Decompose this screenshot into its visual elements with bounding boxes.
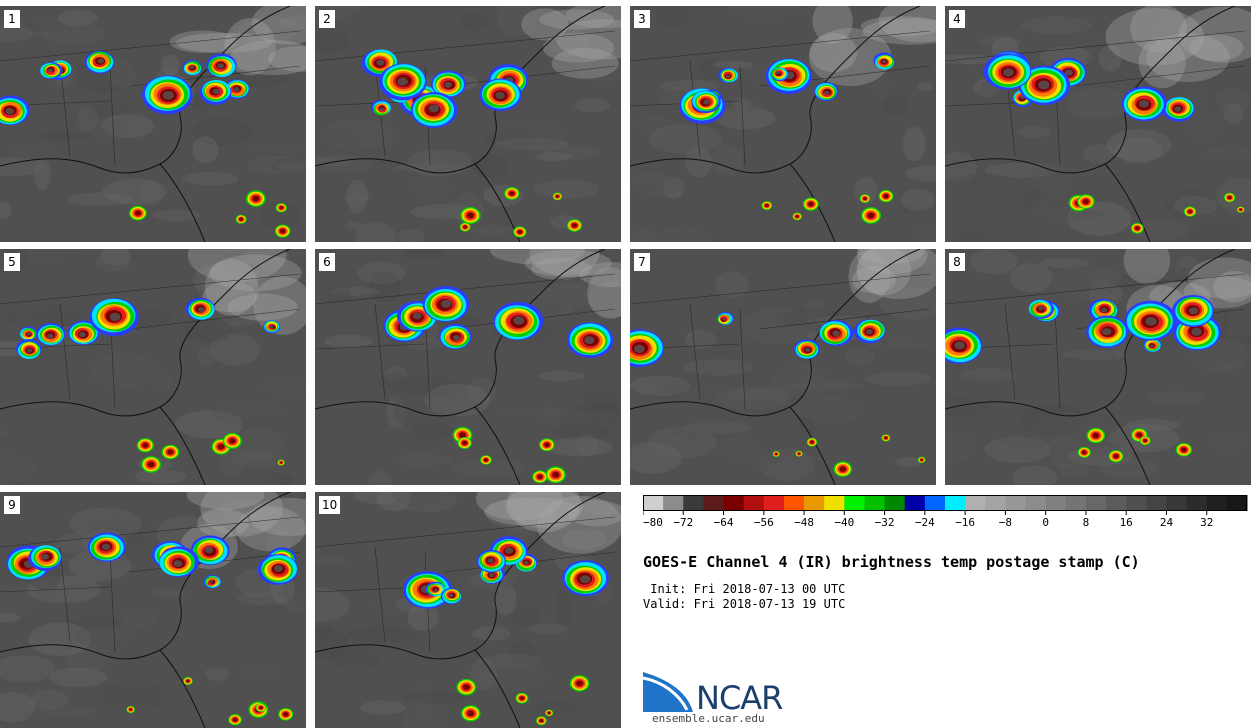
colorbar-swatch (743, 495, 765, 511)
colorbar-tick-label: 8 (1083, 516, 1090, 529)
colorbar-swatch (723, 495, 745, 511)
colorbar-swatch (1166, 495, 1188, 511)
colorbar-swatch (945, 495, 966, 511)
ensemble-panel-6: 6 (315, 249, 621, 485)
satellite-image (945, 249, 1251, 485)
colorbar-swatch (884, 495, 906, 511)
colorbar: −80 −72 −64 −56 −48 −40 −32 −24 −16 −8 0 8 16 24 32 (643, 495, 1248, 529)
colorbar-swatch (904, 495, 926, 511)
colorbar-swatch (1226, 495, 1248, 511)
colorbar-swatch (1126, 495, 1147, 511)
init-time: Init: Fri 2018-07-13 00 UTC (643, 582, 846, 596)
panel-number: 4 (949, 10, 965, 28)
colorbar-swatch (643, 495, 664, 511)
panel-number: 6 (319, 253, 335, 271)
colorbar-tick-label: 24 (1160, 516, 1174, 529)
satellite-image (315, 492, 621, 728)
colorbar-swatch (965, 495, 986, 511)
site-url[interactable]: ensemble.ucar.edu (652, 712, 765, 725)
satellite-image (630, 249, 936, 485)
colorbar-tick-label: −8 (999, 516, 1012, 529)
colorbar-swatch (924, 495, 946, 511)
panel-number: 9 (4, 496, 20, 514)
colorbar-tick-label: −16 (955, 516, 975, 529)
panel-number: 3 (634, 10, 650, 28)
colorbar-swatch (763, 495, 785, 511)
colorbar-swatch (1106, 495, 1127, 511)
colorbar-swatch (1146, 495, 1167, 511)
ensemble-panel-8: 8 (945, 249, 1251, 485)
panel-number: 7 (634, 253, 650, 271)
ncar-logo-icon (643, 672, 693, 712)
colorbar-tick-label: 32 (1200, 516, 1213, 529)
colorbar-swatch (1005, 495, 1027, 511)
satellite-image (0, 249, 306, 485)
satellite-image (0, 492, 306, 728)
colorbar-swatch (985, 495, 1006, 511)
colorbar-swatch (703, 495, 725, 511)
ensemble-panel-5: 5 (0, 249, 306, 485)
satellite-image (945, 6, 1251, 242)
colorbar-tick-label: −32 (875, 516, 895, 529)
colorbar-tick-label: −48 (794, 516, 814, 529)
colorbar-tick-label: −56 (754, 516, 774, 529)
colorbar-swatch (1065, 495, 1087, 511)
colorbar-tick-label: 16 (1120, 516, 1133, 529)
ensemble-panel-10: 10 (315, 492, 621, 728)
colorbar-swatch (683, 495, 704, 511)
satellite-image (630, 6, 936, 242)
ensemble-panel-4: 4 (945, 6, 1251, 242)
colorbar-tick-label: −24 (915, 516, 935, 529)
colorbar-swatch (783, 495, 805, 511)
colorbar-tick-label: −40 (834, 516, 854, 529)
satellite-image (315, 6, 621, 242)
colorbar-tick-label: −80 (643, 516, 663, 529)
panel-number: 8 (949, 253, 965, 271)
colorbar-tick-label: 0 (1042, 516, 1049, 529)
figure-title: GOES-E Channel 4 (IR) brightness temp po… (643, 553, 1140, 571)
valid-time: Valid: Fri 2018-07-13 19 UTC (643, 597, 846, 611)
panel-number: 1 (4, 10, 20, 28)
ensemble-panel-3: 3 (630, 6, 936, 242)
ncar-logo-text: NCAR (696, 679, 783, 717)
colorbar-tick-label: −72 (673, 516, 693, 529)
ensemble-panel-7: 7 (630, 249, 936, 485)
ensemble-panel-1: 1 (0, 6, 306, 242)
panel-number: 5 (4, 253, 20, 271)
colorbar-swatch (1025, 495, 1047, 511)
satellite-image (315, 249, 621, 485)
ensemble-panel-9: 9 (0, 492, 306, 728)
colorbar-swatch (1186, 495, 1208, 511)
colorbar-swatch (1045, 495, 1067, 511)
panel-number: 10 (319, 496, 341, 514)
colorbar-swatch (844, 495, 865, 511)
satellite-image (0, 6, 306, 242)
colorbar-tick-label: −64 (714, 516, 734, 529)
colorbar-swatch (824, 495, 845, 511)
panel-number: 2 (319, 10, 335, 28)
colorbar-swatch (804, 495, 825, 511)
colorbar-swatch (864, 495, 886, 511)
colorbar-swatch (1085, 495, 1107, 511)
colorbar-swatch (663, 495, 684, 511)
ensemble-panel-2: 2 (315, 6, 621, 242)
colorbar-swatch (1206, 495, 1228, 511)
